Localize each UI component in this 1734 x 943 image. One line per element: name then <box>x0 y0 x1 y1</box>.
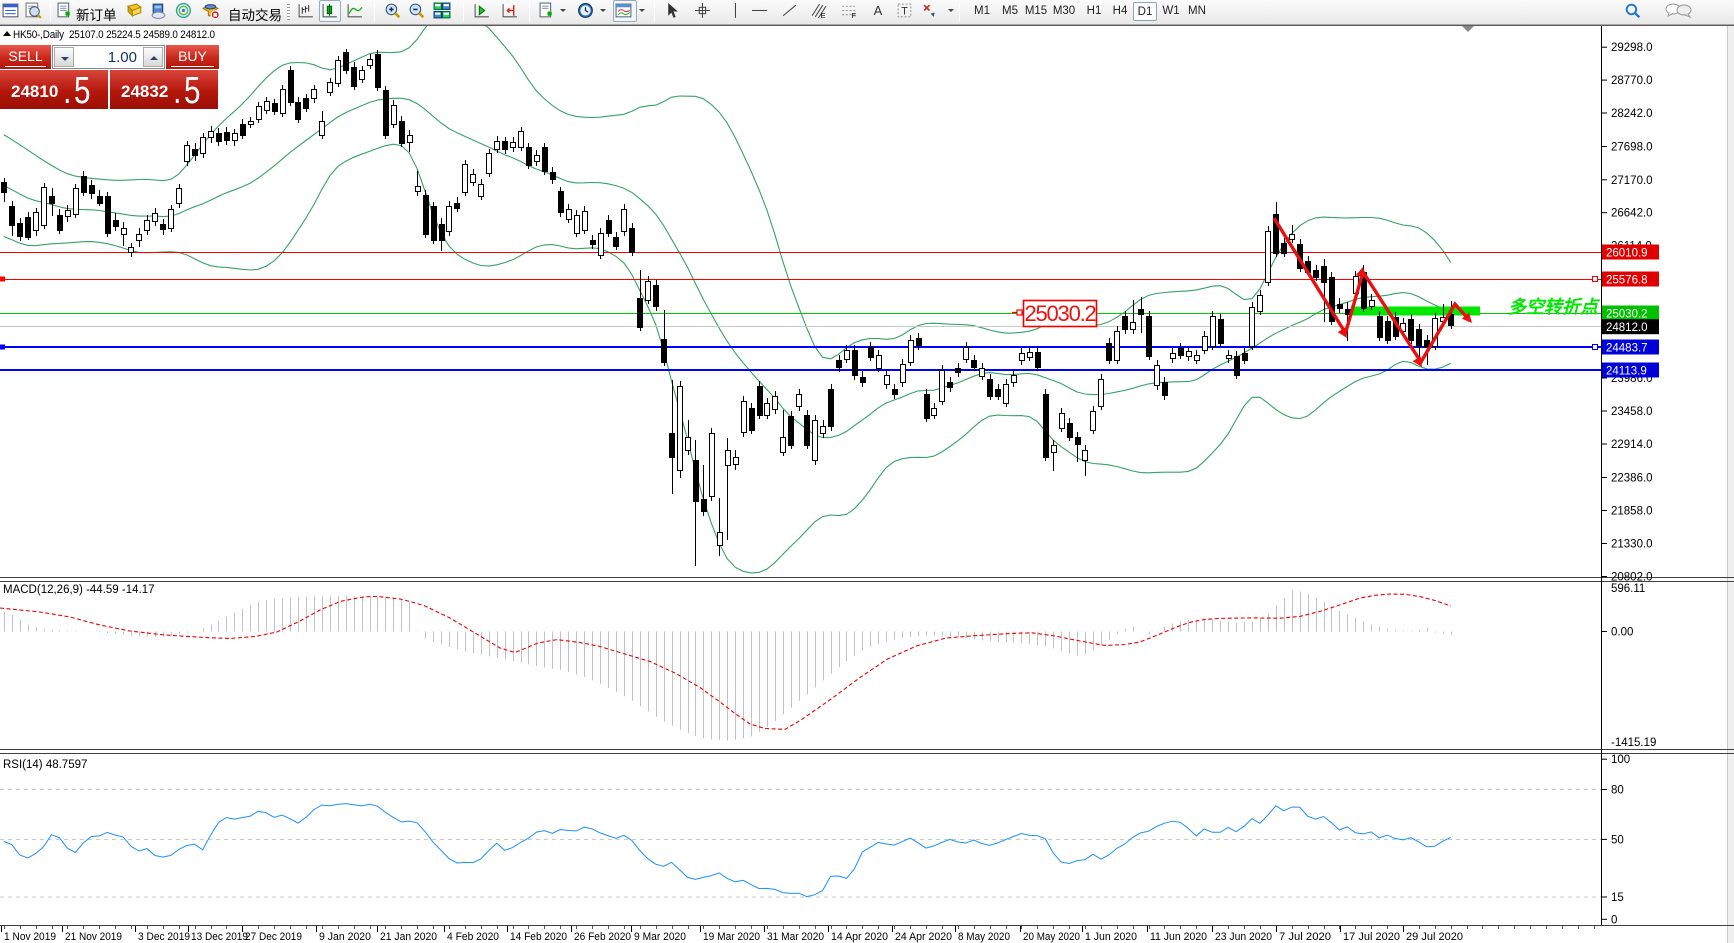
svg-text:22914.0: 22914.0 <box>1611 439 1653 451</box>
svg-text:T: T <box>901 6 908 18</box>
svg-text:24113.9: 24113.9 <box>1606 366 1647 378</box>
svg-text:1 Jun 2020: 1 Jun 2020 <box>1085 931 1137 943</box>
svg-text:21 Nov 2019: 21 Nov 2019 <box>65 931 122 943</box>
svg-text:14 Apr 2020: 14 Apr 2020 <box>831 931 888 943</box>
svg-text:27698.0: 27698.0 <box>1611 142 1653 154</box>
svg-text:F: F <box>852 11 857 20</box>
svg-text:0: 0 <box>1611 914 1617 926</box>
svg-text:24812.0: 24812.0 <box>1606 322 1648 334</box>
svg-text:100: 100 <box>1611 754 1630 766</box>
svg-text:8 May 2020: 8 May 2020 <box>958 931 1010 943</box>
svg-text:19 Mar 2020: 19 Mar 2020 <box>703 931 760 943</box>
svg-text:80: 80 <box>1611 785 1624 797</box>
svg-text:27 Dec 2019: 27 Dec 2019 <box>245 931 302 943</box>
svg-text:3 Dec 2019: 3 Dec 2019 <box>138 931 190 943</box>
svg-text:15: 15 <box>1611 892 1624 904</box>
svg-text:RSI(14) 48.7597: RSI(14) 48.7597 <box>3 759 87 771</box>
svg-text:11 Jun 2020: 11 Jun 2020 <box>1150 931 1207 943</box>
svg-text:9 Mar 2020: 9 Mar 2020 <box>634 931 686 943</box>
svg-text:24 Apr 2020: 24 Apr 2020 <box>895 931 952 943</box>
svg-text:29 Jul 2020: 29 Jul 2020 <box>1406 931 1463 943</box>
svg-text:MACD(12,26,9) -44.59 -14.17: MACD(12,26,9) -44.59 -14.17 <box>3 584 155 596</box>
svg-text:23458.0: 23458.0 <box>1611 406 1653 418</box>
svg-text:0.00: 0.00 <box>1611 627 1633 639</box>
svg-text:26 Feb 2020: 26 Feb 2020 <box>574 931 631 943</box>
svg-text:20 May 2020: 20 May 2020 <box>1023 931 1080 943</box>
svg-text:26642.0: 26642.0 <box>1611 208 1653 220</box>
svg-text:4 Feb 2020: 4 Feb 2020 <box>447 931 499 943</box>
svg-text:17 Jul 2020: 17 Jul 2020 <box>1343 931 1400 943</box>
svg-text:596.11: 596.11 <box>1611 583 1645 595</box>
svg-text:20802.0: 20802.0 <box>1611 572 1653 584</box>
svg-text:23 Jun 2020: 23 Jun 2020 <box>1215 931 1272 943</box>
svg-text:25030.2: 25030.2 <box>1024 301 1096 326</box>
svg-text:14 Feb 2020: 14 Feb 2020 <box>510 931 567 943</box>
svg-text:27170.0: 27170.0 <box>1611 175 1653 187</box>
svg-text:多空转折点: 多空转折点 <box>1508 297 1601 317</box>
svg-text:-1415.19: -1415.19 <box>1611 737 1656 749</box>
svg-text:50: 50 <box>1611 834 1624 846</box>
svg-text:31 Mar 2020: 31 Mar 2020 <box>767 931 824 943</box>
svg-text:21330.0: 21330.0 <box>1611 539 1653 551</box>
svg-text:21858.0: 21858.0 <box>1611 506 1653 518</box>
svg-text:9 Jan 2020: 9 Jan 2020 <box>319 931 371 943</box>
svg-text:29298.0: 29298.0 <box>1611 42 1653 54</box>
svg-text:24483.7: 24483.7 <box>1606 343 1648 355</box>
svg-text:21 Jan 2020: 21 Jan 2020 <box>380 931 437 943</box>
svg-text:25576.8: 25576.8 <box>1606 275 1648 287</box>
svg-text:1 Nov 2019: 1 Nov 2019 <box>4 931 56 943</box>
svg-text:E: E <box>821 11 826 20</box>
svg-text:7 Jul 2020: 7 Jul 2020 <box>1279 931 1331 943</box>
svg-text:22386.0: 22386.0 <box>1611 473 1653 485</box>
svg-text:28770.0: 28770.0 <box>1611 75 1653 87</box>
svg-text:25030.2: 25030.2 <box>1606 309 1648 321</box>
svg-text:13 Dec 2019: 13 Dec 2019 <box>191 931 248 943</box>
svg-text:28242.0: 28242.0 <box>1611 108 1653 120</box>
svg-text:26010.9: 26010.9 <box>1606 248 1648 260</box>
